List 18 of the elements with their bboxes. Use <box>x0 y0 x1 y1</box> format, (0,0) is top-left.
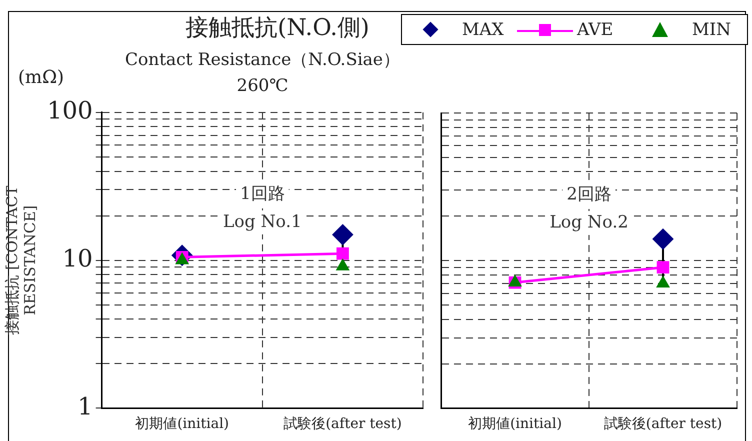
annotation: Log No.2 <box>550 212 628 232</box>
chart-subtitle: Contact Resistance（N.O.Siae） 260℃ <box>125 50 400 96</box>
y-tick-label: 1 <box>78 392 93 420</box>
x-tick-label: 初期値(initial) <box>135 416 230 432</box>
annotation: 2回路 <box>566 184 612 204</box>
legend-label: MAX <box>462 20 504 40</box>
y-tick-label: 10 <box>62 244 93 273</box>
text: (mΩ) <box>18 67 64 88</box>
chart-title: 接触抵抗(N.O.側) <box>184 14 370 43</box>
legend-label: AVE <box>577 20 614 40</box>
annotation: 1回路 <box>240 184 285 204</box>
legend-label: MIN <box>692 20 731 40</box>
x-tick-label: 試験後(after test) <box>604 416 722 432</box>
y-axis-title: 接触抵抗 [CONTACT RESISTANCE] <box>2 186 39 335</box>
x-tick-label: 試験後(after test) <box>284 416 402 432</box>
x-tick-label: 初期値(initial) <box>468 416 562 432</box>
annotation: Log No.1 <box>222 212 302 232</box>
y-tick-label: 100 <box>46 96 93 125</box>
